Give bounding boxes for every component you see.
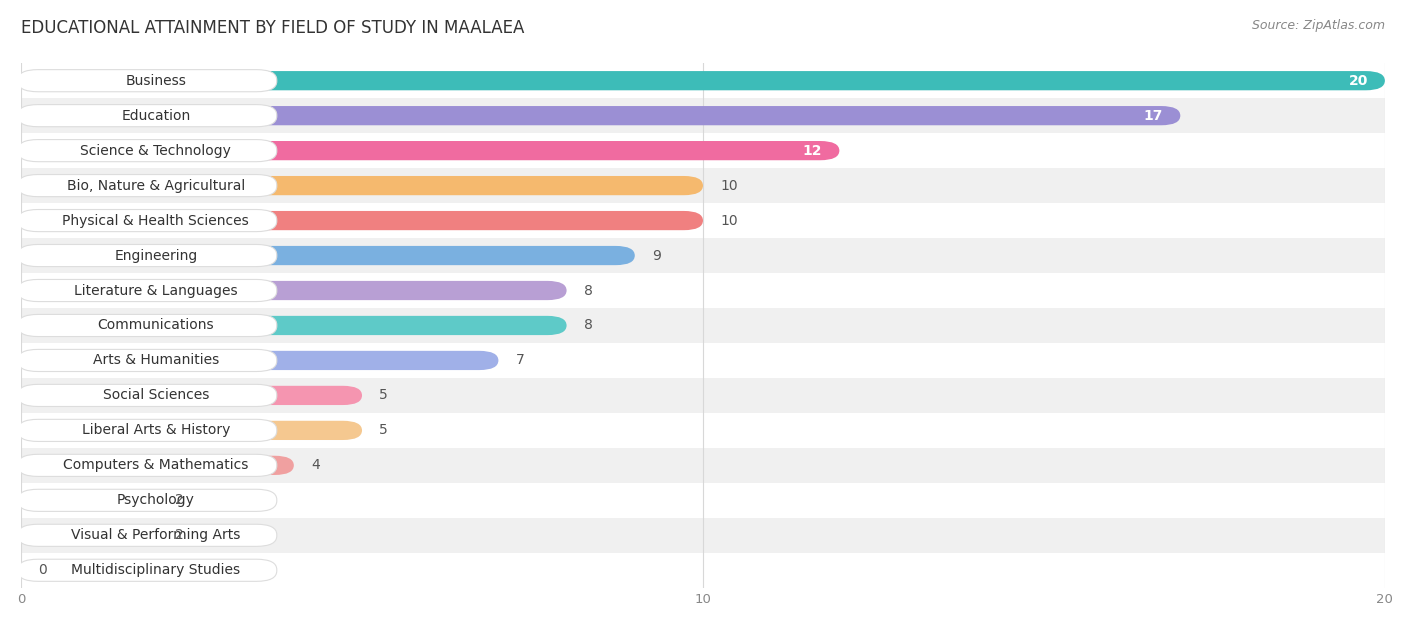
Text: 10: 10	[720, 214, 738, 228]
FancyBboxPatch shape	[18, 559, 277, 581]
FancyBboxPatch shape	[18, 105, 277, 126]
FancyBboxPatch shape	[18, 279, 277, 301]
FancyBboxPatch shape	[21, 273, 1385, 308]
Text: Education: Education	[121, 109, 190, 123]
FancyBboxPatch shape	[21, 456, 294, 475]
Text: 5: 5	[380, 389, 388, 403]
Text: 17: 17	[1144, 109, 1163, 123]
FancyBboxPatch shape	[21, 246, 636, 265]
Text: 2: 2	[174, 494, 183, 507]
FancyBboxPatch shape	[18, 384, 277, 406]
Text: 10: 10	[720, 179, 738, 193]
FancyBboxPatch shape	[18, 245, 277, 267]
Text: Liberal Arts & History: Liberal Arts & History	[82, 423, 231, 437]
FancyBboxPatch shape	[18, 140, 277, 162]
FancyBboxPatch shape	[21, 98, 1385, 133]
Text: 4: 4	[311, 458, 319, 472]
FancyBboxPatch shape	[18, 174, 277, 197]
Text: 5: 5	[380, 423, 388, 437]
Text: Source: ZipAtlas.com: Source: ZipAtlas.com	[1251, 19, 1385, 32]
Text: Multidisciplinary Studies: Multidisciplinary Studies	[72, 563, 240, 577]
FancyBboxPatch shape	[21, 141, 839, 161]
Text: 0: 0	[38, 563, 46, 577]
FancyBboxPatch shape	[21, 526, 157, 545]
FancyBboxPatch shape	[21, 308, 1385, 343]
Text: 9: 9	[652, 248, 661, 262]
FancyBboxPatch shape	[18, 420, 277, 441]
FancyBboxPatch shape	[21, 378, 1385, 413]
FancyBboxPatch shape	[21, 413, 1385, 448]
Text: Science & Technology: Science & Technology	[80, 143, 231, 157]
FancyBboxPatch shape	[21, 71, 1385, 90]
Text: Arts & Humanities: Arts & Humanities	[93, 353, 219, 367]
FancyBboxPatch shape	[21, 386, 363, 405]
Text: Physical & Health Sciences: Physical & Health Sciences	[62, 214, 249, 228]
FancyBboxPatch shape	[21, 316, 567, 335]
Text: Social Sciences: Social Sciences	[103, 389, 209, 403]
FancyBboxPatch shape	[21, 176, 703, 195]
FancyBboxPatch shape	[21, 490, 157, 510]
Text: Computers & Mathematics: Computers & Mathematics	[63, 458, 249, 472]
Text: Visual & Performing Arts: Visual & Performing Arts	[72, 528, 240, 542]
FancyBboxPatch shape	[21, 168, 1385, 203]
Text: Literature & Languages: Literature & Languages	[75, 284, 238, 298]
Text: Business: Business	[125, 74, 186, 88]
Text: 7: 7	[516, 353, 524, 367]
FancyBboxPatch shape	[21, 421, 363, 440]
Text: 2: 2	[174, 528, 183, 542]
FancyBboxPatch shape	[21, 63, 1385, 98]
Text: Communications: Communications	[97, 319, 214, 332]
FancyBboxPatch shape	[18, 210, 277, 231]
FancyBboxPatch shape	[18, 315, 277, 336]
Text: 8: 8	[583, 319, 592, 332]
FancyBboxPatch shape	[21, 106, 1181, 125]
FancyBboxPatch shape	[21, 351, 499, 370]
FancyBboxPatch shape	[18, 70, 277, 92]
Text: 20: 20	[1348, 74, 1368, 88]
Text: 12: 12	[803, 143, 823, 157]
Text: Psychology: Psychology	[117, 494, 195, 507]
FancyBboxPatch shape	[21, 343, 1385, 378]
FancyBboxPatch shape	[21, 553, 1385, 588]
Text: Engineering: Engineering	[114, 248, 197, 262]
FancyBboxPatch shape	[21, 238, 1385, 273]
FancyBboxPatch shape	[21, 281, 567, 300]
FancyBboxPatch shape	[18, 454, 277, 477]
FancyBboxPatch shape	[21, 448, 1385, 483]
FancyBboxPatch shape	[18, 525, 277, 546]
FancyBboxPatch shape	[18, 349, 277, 372]
FancyBboxPatch shape	[21, 518, 1385, 553]
Text: Bio, Nature & Agricultural: Bio, Nature & Agricultural	[66, 179, 245, 193]
FancyBboxPatch shape	[21, 211, 703, 230]
FancyBboxPatch shape	[21, 203, 1385, 238]
FancyBboxPatch shape	[21, 133, 1385, 168]
Text: 8: 8	[583, 284, 592, 298]
Text: EDUCATIONAL ATTAINMENT BY FIELD OF STUDY IN MAALAEA: EDUCATIONAL ATTAINMENT BY FIELD OF STUDY…	[21, 19, 524, 37]
FancyBboxPatch shape	[18, 489, 277, 511]
FancyBboxPatch shape	[21, 483, 1385, 518]
